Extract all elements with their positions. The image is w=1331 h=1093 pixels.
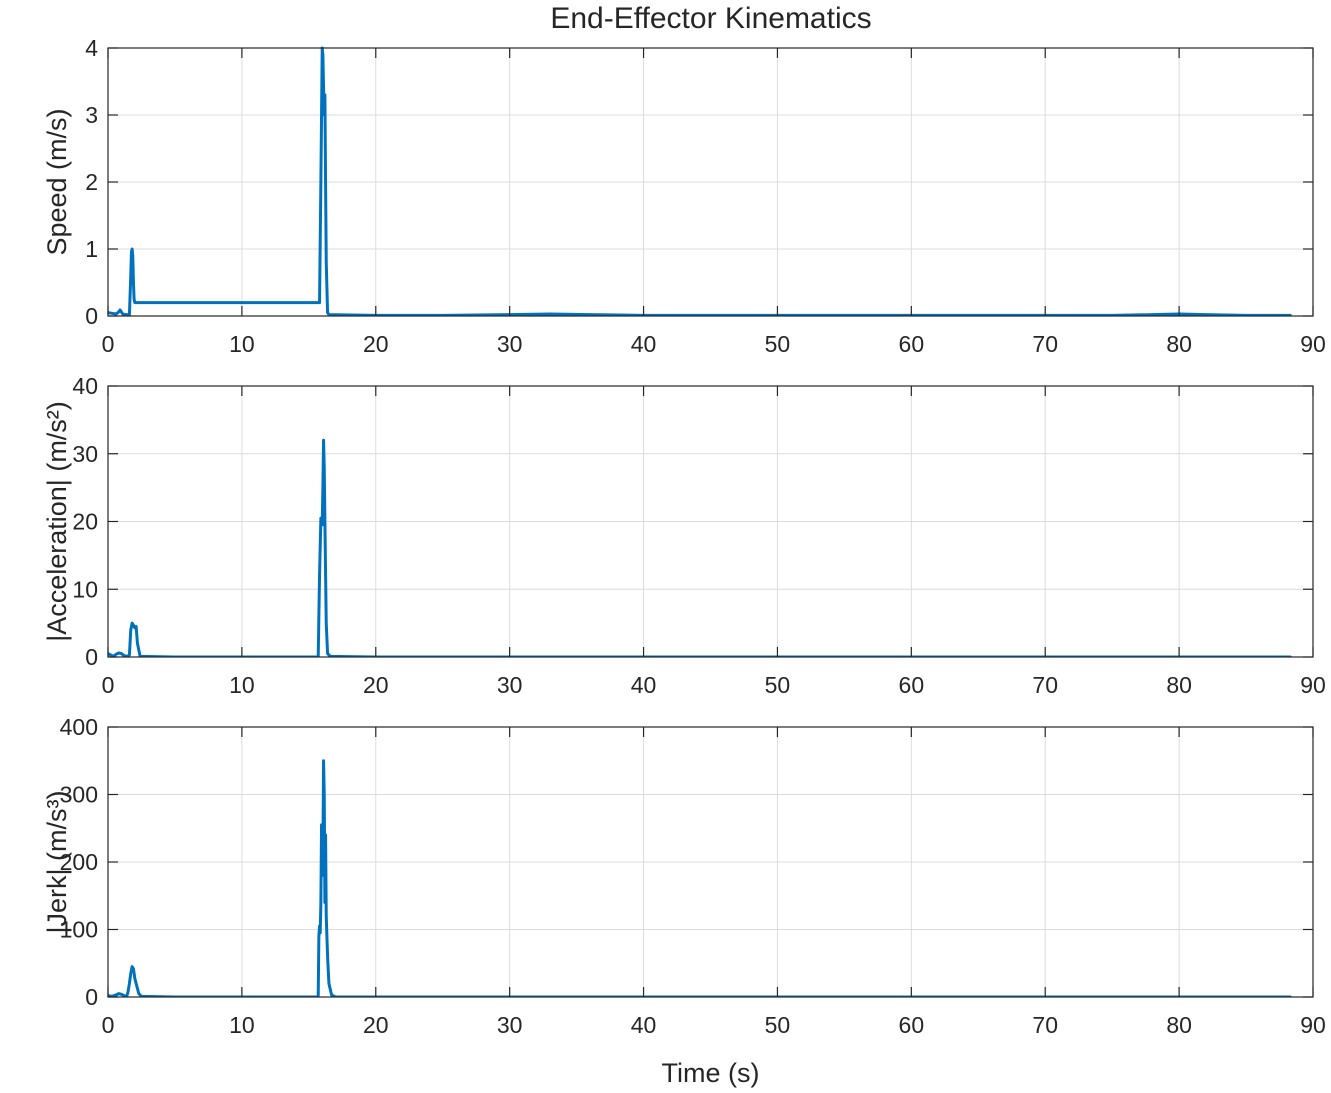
- x-tick-label: 90: [1300, 672, 1326, 698]
- y-tick-label: 30: [72, 441, 98, 467]
- y-axis-label: |Acceleration| (m/s²): [42, 401, 72, 642]
- x-tick-label: 90: [1300, 331, 1326, 357]
- x-tick-label: 80: [1166, 672, 1192, 698]
- subplots: 0 10 20 30 40 50 60 70 80 90 0 1 2 3 4 Speed (m/s) 0 10 20…: [42, 35, 1326, 1088]
- y-tick-label: 300: [60, 782, 98, 808]
- series-line-1: [108, 438, 1292, 657]
- y-tick-label: 200: [60, 849, 98, 875]
- x-tick-label: 10: [229, 672, 255, 698]
- x-tick-label: 20: [363, 672, 389, 698]
- x-tick-label: 60: [899, 672, 925, 698]
- x-tick-label: 0: [102, 1012, 115, 1038]
- x-tick-label: 30: [497, 1012, 523, 1038]
- figure-title: End-Effector Kinematics: [550, 2, 871, 35]
- x-tick-label: 40: [631, 331, 657, 357]
- x-tick-label: 40: [631, 1012, 657, 1038]
- y-tick-label: 0: [85, 644, 98, 670]
- y-tick-label: 1: [85, 236, 98, 262]
- x-tick-label: 70: [1032, 1012, 1058, 1038]
- x-tick-label: 80: [1166, 331, 1192, 357]
- x-tick-label: 70: [1032, 331, 1058, 357]
- series-line-1: [108, 759, 1292, 997]
- x-tick-label: 60: [899, 1012, 925, 1038]
- x-tick-label: 70: [1032, 672, 1058, 698]
- x-tick-label: 40: [631, 672, 657, 698]
- subplot-3: 0 10 20 30 40 50 60 70 80 90 0 100 200 300 400 |Jerk| (…: [42, 714, 1326, 1088]
- y-tick-label: 0: [85, 984, 98, 1010]
- y-tick-label: 2: [85, 169, 98, 195]
- x-tick-label: 50: [765, 672, 791, 698]
- y-tick-label: 4: [85, 35, 98, 61]
- x-tick-label: 60: [899, 331, 925, 357]
- x-axis-label: Time (s): [662, 1058, 760, 1088]
- y-tick-label: 40: [72, 373, 98, 399]
- x-tick-label: 10: [229, 331, 255, 357]
- x-tick-label: 20: [363, 331, 389, 357]
- subplot-1: 0 10 20 30 40 50 60 70 80 90 0 1 2 3 4 Speed (m/s): [42, 35, 1326, 357]
- y-tick-label: 100: [60, 917, 98, 943]
- x-tick-label: 20: [363, 1012, 389, 1038]
- subplot-2: 0 10 20 30 40 50 60 70 80 90010203040|Acceleratio…: [42, 373, 1326, 698]
- x-tick-label: 0: [102, 331, 115, 357]
- x-tick-label: 80: [1166, 1012, 1192, 1038]
- y-axis-label: |Jerk| (m/s³): [42, 790, 72, 933]
- y-tick-label: 0: [85, 303, 98, 329]
- x-tick-label: 30: [497, 331, 523, 357]
- x-tick-label: 50: [765, 331, 791, 357]
- y-tick-label: 3: [85, 102, 98, 128]
- y-tick-label: 400: [60, 714, 98, 740]
- x-tick-label: 90: [1300, 1012, 1326, 1038]
- y-axis-label: Speed (m/s): [42, 108, 72, 255]
- y-tick-label: 10: [72, 576, 98, 602]
- x-tick-label: 0: [102, 672, 115, 698]
- x-tick-label: 10: [229, 1012, 255, 1038]
- y-tick-label: 20: [72, 509, 98, 535]
- x-tick-label: 50: [765, 1012, 791, 1038]
- x-tick-label: 30: [497, 672, 523, 698]
